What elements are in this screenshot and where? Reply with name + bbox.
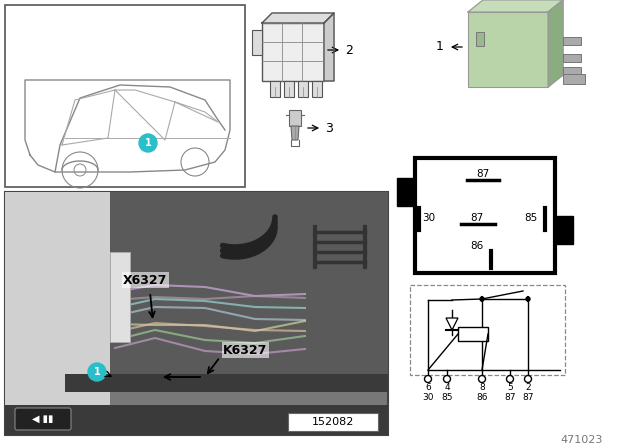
Text: 6: 6 xyxy=(425,383,431,392)
Text: 87: 87 xyxy=(476,169,490,179)
Circle shape xyxy=(506,375,513,383)
Bar xyxy=(476,32,484,46)
Polygon shape xyxy=(262,13,334,23)
Bar xyxy=(397,178,415,206)
Circle shape xyxy=(139,134,157,152)
Bar xyxy=(288,413,378,431)
Text: 86: 86 xyxy=(476,392,488,401)
Bar xyxy=(468,12,548,87)
Circle shape xyxy=(424,375,431,383)
Bar xyxy=(270,81,280,97)
Text: 85: 85 xyxy=(524,213,538,223)
Text: 1: 1 xyxy=(145,138,152,148)
Bar xyxy=(110,192,388,374)
Text: 1: 1 xyxy=(93,367,100,377)
Circle shape xyxy=(480,297,484,301)
Circle shape xyxy=(526,297,530,301)
Text: 85: 85 xyxy=(441,392,452,401)
Polygon shape xyxy=(446,318,458,330)
Bar xyxy=(262,23,324,81)
Bar xyxy=(563,37,581,45)
Bar xyxy=(563,54,581,62)
Text: 5: 5 xyxy=(507,383,513,392)
Circle shape xyxy=(525,375,531,383)
Bar xyxy=(5,405,388,435)
Bar xyxy=(5,5,245,187)
Polygon shape xyxy=(291,126,299,140)
Bar xyxy=(284,81,294,97)
FancyBboxPatch shape xyxy=(15,408,71,430)
Polygon shape xyxy=(548,0,563,87)
Text: 87: 87 xyxy=(522,392,534,401)
Bar xyxy=(415,158,555,273)
Polygon shape xyxy=(324,13,334,81)
Bar xyxy=(252,30,262,55)
Polygon shape xyxy=(468,0,563,12)
Bar xyxy=(563,67,581,75)
Circle shape xyxy=(444,375,451,383)
Bar xyxy=(110,252,130,342)
Text: 8: 8 xyxy=(479,383,485,392)
Text: 87: 87 xyxy=(470,213,484,223)
Text: 30: 30 xyxy=(422,213,436,223)
Bar xyxy=(312,81,322,97)
Text: 2: 2 xyxy=(525,383,531,392)
Bar xyxy=(298,81,308,97)
Bar xyxy=(5,192,110,435)
Text: 86: 86 xyxy=(470,241,484,251)
Text: 4: 4 xyxy=(444,383,450,392)
Bar xyxy=(5,192,388,435)
Text: 1: 1 xyxy=(436,40,444,53)
Text: K6327: K6327 xyxy=(223,344,268,357)
Circle shape xyxy=(479,375,486,383)
Bar xyxy=(410,285,565,375)
Bar xyxy=(555,216,573,244)
Text: ◀ ▮▮: ◀ ▮▮ xyxy=(32,414,54,424)
Circle shape xyxy=(88,363,106,381)
Text: X6327: X6327 xyxy=(123,273,168,287)
Text: 3: 3 xyxy=(325,121,333,134)
Bar xyxy=(65,374,388,392)
Text: 471023: 471023 xyxy=(560,435,602,445)
Text: 152082: 152082 xyxy=(312,417,354,427)
Bar xyxy=(458,327,488,341)
Bar xyxy=(563,74,585,84)
Text: 2: 2 xyxy=(345,43,353,56)
Text: 87: 87 xyxy=(504,392,516,401)
Bar xyxy=(289,110,301,126)
Text: 30: 30 xyxy=(422,392,434,401)
